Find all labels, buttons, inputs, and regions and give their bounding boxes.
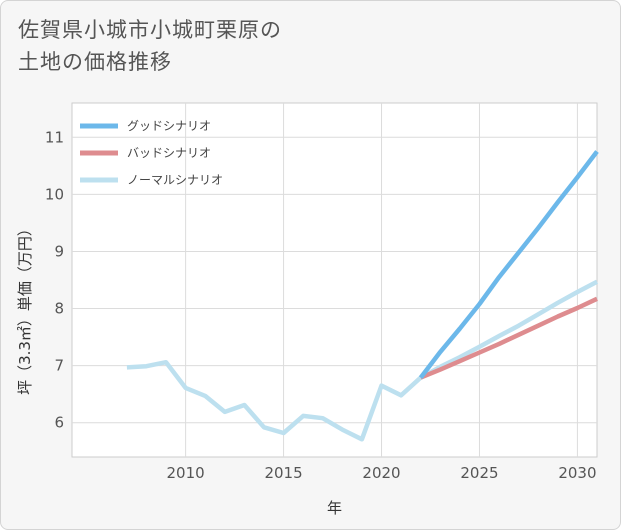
y-axis-label: 坪（3.3㎡）単価（万円）	[16, 221, 34, 395]
plot-area	[71, 102, 598, 458]
y-axis-ticks: 6 7 8 9 10 11	[45, 128, 64, 431]
chart-title-line-1: 佐賀県小城市小城町栗原の	[18, 18, 282, 42]
legend-item-bad: バッドシナリオ	[80, 146, 211, 160]
x-axis-ticks: 2010 2015 2020 2025 2030	[167, 464, 597, 482]
y-tick-label: 9	[54, 242, 64, 260]
x-tick-label: 2010	[167, 464, 205, 482]
legend-label: バッドシナリオ	[127, 146, 211, 160]
series-line-normal	[126, 279, 599, 442]
y-tick-label: 11	[45, 128, 64, 146]
legend-item-good: グッドシナリオ	[80, 119, 211, 133]
series-lines	[126, 150, 599, 442]
chart-title-line-2: 土地の価格推移	[18, 50, 172, 74]
y-tick-label: 8	[54, 300, 64, 318]
x-axis-label: 年	[327, 499, 342, 517]
x-tick-label: 2020	[362, 464, 400, 482]
chart-title: 佐賀県小城市小城町栗原の 土地の価格推移	[18, 14, 282, 78]
legend-item-normal: ノーマルシナリオ	[80, 173, 223, 187]
legend-label: ノーマルシナリオ	[127, 173, 223, 187]
x-tick-label: 2025	[460, 464, 498, 482]
x-tick-label: 2015	[264, 464, 302, 482]
y-tick-label: 10	[45, 185, 64, 203]
legend-label: グッドシナリオ	[127, 119, 211, 133]
series-line-good	[418, 150, 599, 379]
series-line-bad	[419, 296, 598, 380]
y-tick-label: 7	[54, 357, 64, 375]
y-tick-label: 6	[54, 414, 64, 432]
x-tick-label: 2030	[558, 464, 596, 482]
